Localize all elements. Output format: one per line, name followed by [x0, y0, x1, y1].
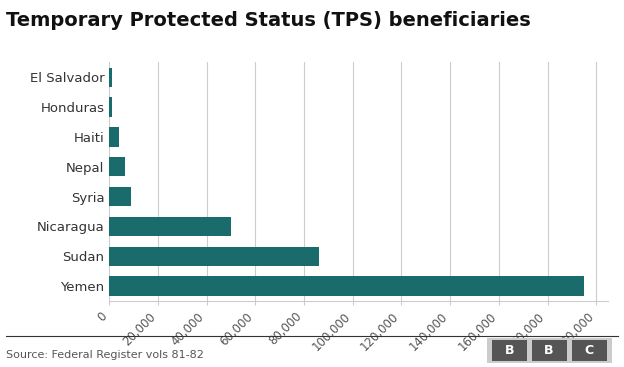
Bar: [109, 127, 119, 147]
Bar: [109, 247, 319, 266]
FancyBboxPatch shape: [532, 340, 567, 361]
Text: B: B: [544, 344, 554, 357]
Bar: [109, 187, 131, 206]
Bar: [109, 276, 584, 296]
Text: B: B: [504, 344, 514, 357]
Text: Source: Federal Register vols 81-82: Source: Federal Register vols 81-82: [6, 350, 204, 360]
Text: Temporary Protected Status (TPS) beneficiaries: Temporary Protected Status (TPS) benefic…: [6, 11, 531, 30]
FancyBboxPatch shape: [492, 340, 527, 361]
Bar: [109, 217, 231, 236]
Text: C: C: [585, 344, 593, 357]
Bar: [109, 68, 112, 87]
Bar: [109, 97, 112, 117]
Bar: [109, 157, 125, 177]
FancyBboxPatch shape: [572, 340, 607, 361]
